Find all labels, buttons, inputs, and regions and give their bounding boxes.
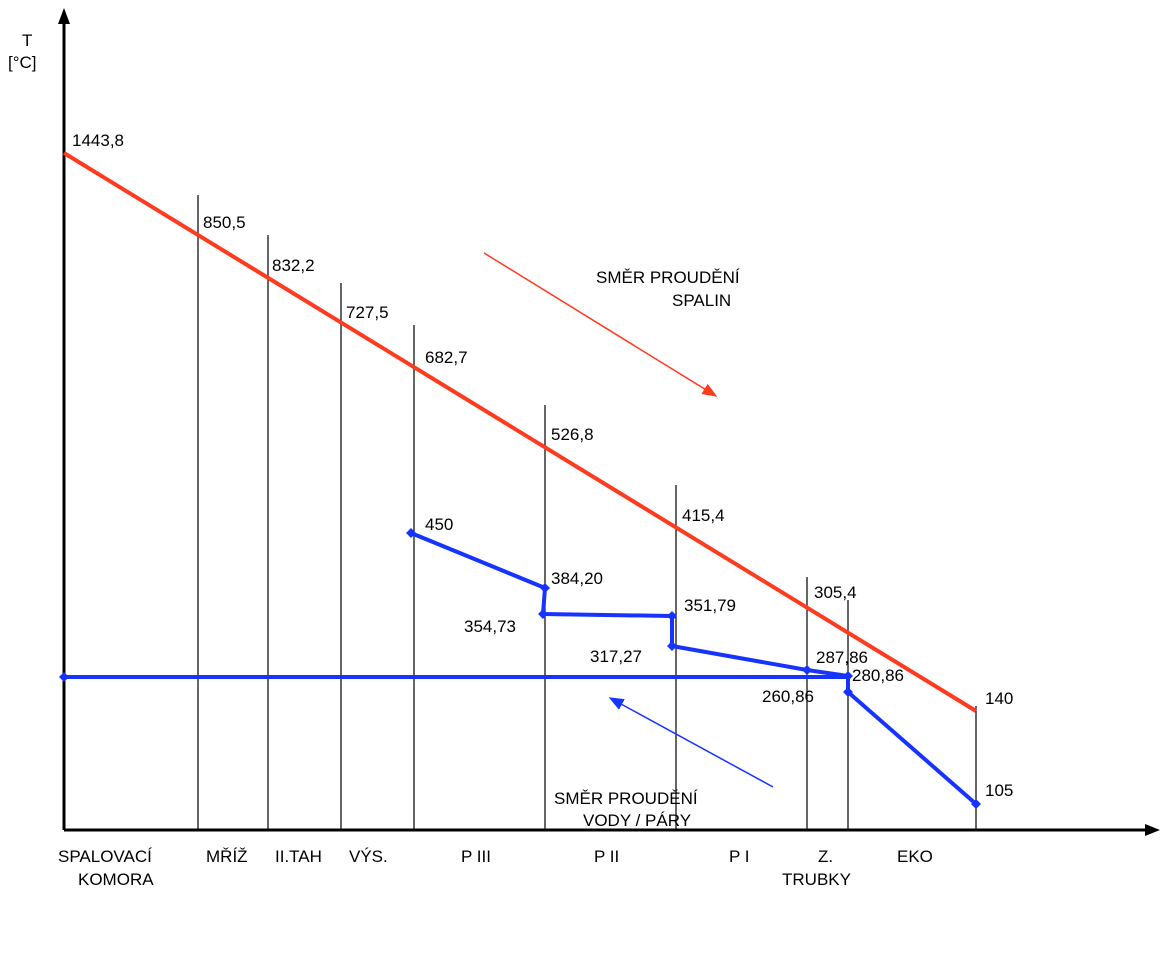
flue-gas-direction-arrow-icon <box>483 252 718 397</box>
water-steam-direction-label-line2: VODY / PÁRY <box>583 811 691 830</box>
flue-gas-value: 832,2 <box>272 256 315 275</box>
section-label: VÝS. <box>349 847 388 866</box>
y-axis-label-line2: [°C] <box>8 53 37 72</box>
data-point <box>802 665 812 675</box>
flue-gas-value: 415,4 <box>682 506 725 525</box>
y-axis-arrow-icon <box>58 8 70 24</box>
data-point <box>843 687 853 697</box>
water-steam-value: 450 <box>425 515 453 534</box>
data-point <box>667 641 677 651</box>
data-point <box>843 671 853 681</box>
water-steam-value: 351,79 <box>684 596 736 615</box>
water-steam-points <box>59 528 981 809</box>
water-steam-value: 105 <box>985 781 1013 800</box>
water-steam-value: 384,20 <box>551 569 603 588</box>
flue-gas-value: 850,5 <box>203 213 246 232</box>
water-steam-direction-arrow-icon <box>608 697 774 788</box>
data-point <box>971 799 981 809</box>
section-label: P I <box>729 847 749 866</box>
section-label: SPALOVACÍ <box>58 847 152 866</box>
flue-gas-value: 727,5 <box>346 303 389 322</box>
water-steam-value: 354,73 <box>464 617 516 636</box>
flue-gas-labels: 1443,8 850,5 832,2 727,5 682,7 526,8 415… <box>72 131 1013 708</box>
data-point <box>667 611 677 621</box>
water-steam-value: 280,86 <box>852 666 904 685</box>
water-steam-value: 317,27 <box>590 647 642 666</box>
section-label: Z. <box>818 847 833 866</box>
flue-gas-value: 526,8 <box>551 425 594 444</box>
section-label: II.TAH <box>275 847 322 866</box>
section-label: TRUBKY <box>782 870 851 889</box>
data-point <box>406 528 416 538</box>
data-point <box>538 609 548 619</box>
flue-gas-direction-label-line1: SMĚR PROUDĚNÍ <box>596 268 740 287</box>
x-axis-arrow-icon <box>1145 824 1160 836</box>
water-steam-labels: 450 384,20 354,73 351,79 317,27 287,86 2… <box>425 515 1013 800</box>
data-point <box>540 583 550 593</box>
flue-gas-direction-label-line2: SPALIN <box>672 291 731 310</box>
section-label: KOMORA <box>78 870 154 889</box>
section-label: P III <box>461 847 491 866</box>
flue-gas-value: 305,4 <box>814 583 857 602</box>
section-label: EKO <box>897 847 933 866</box>
flue-gas-value: 682,7 <box>425 348 468 367</box>
flue-gas-value: 1443,8 <box>72 131 124 150</box>
section-label: P II <box>594 847 619 866</box>
water-steam-value: 260,86 <box>762 687 814 706</box>
flue-gas-value: 140 <box>985 689 1013 708</box>
section-labels: SPALOVACÍ KOMORA MŘÍŽ II.TAH VÝS. P III … <box>58 847 933 889</box>
section-label: MŘÍŽ <box>206 847 248 866</box>
section-dividers <box>197 195 977 830</box>
water-steam-value: 287,86 <box>816 648 868 667</box>
water-steam-direction-label-line1: SMĚR PROUDĚNÍ <box>554 789 698 808</box>
y-axis-label-line1: T <box>22 31 32 50</box>
data-point <box>59 672 69 682</box>
flue-gas-line <box>62 151 978 713</box>
